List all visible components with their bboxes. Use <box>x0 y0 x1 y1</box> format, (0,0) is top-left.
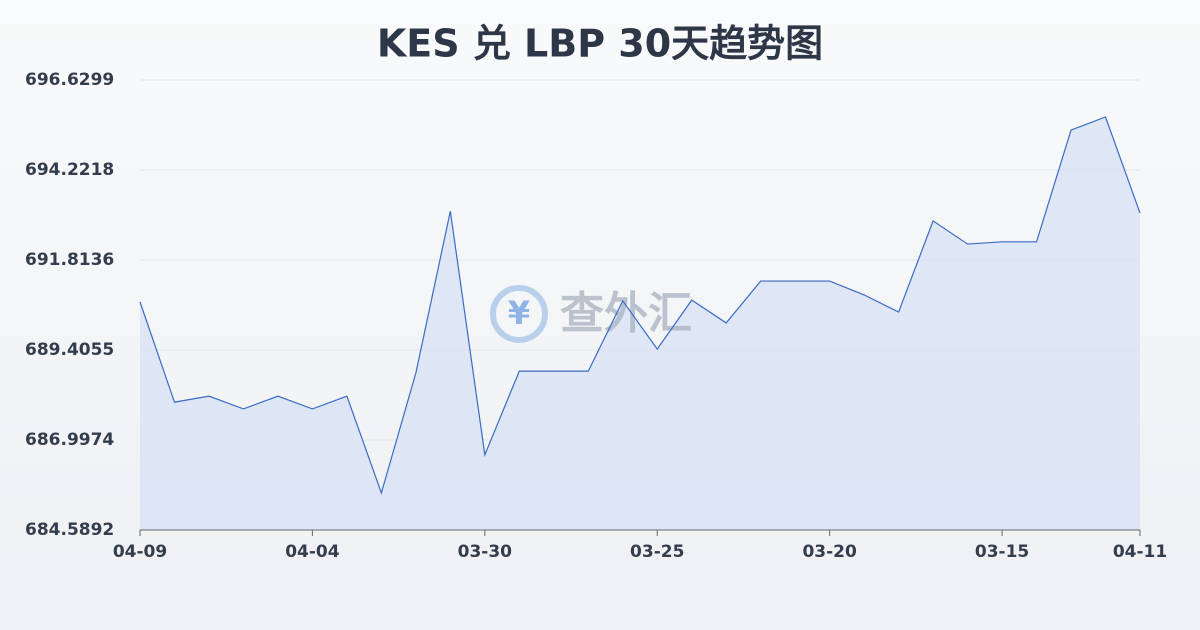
y-tick-label: 689.4055 <box>25 340 114 360</box>
watermark: ¥ 查外汇 <box>490 285 692 343</box>
y-tick-label: 694.2218 <box>25 160 114 180</box>
y-tick-label: 691.8136 <box>25 250 114 270</box>
x-tick-label: 03-20 <box>802 542 857 562</box>
watermark-icon: ¥ <box>508 294 530 332</box>
watermark-text: 查外汇 <box>560 288 692 339</box>
area <box>140 116 1140 530</box>
y-tick-label: 684.5892 <box>25 520 114 540</box>
x-tick-label: 04-09 <box>113 542 167 562</box>
y-tick-label: 686.9974 <box>25 430 114 450</box>
y-tick-label: 696.6299 <box>25 70 114 90</box>
watermark-ring <box>490 285 548 343</box>
chart-title: KES 兑 LBP 30天趋势图 <box>377 22 823 66</box>
x-tick-label: 03-15 <box>975 542 1029 562</box>
x-tick-label: 03-25 <box>630 542 684 562</box>
x-tick-label: 04-11 <box>1113 542 1167 562</box>
x-tick-label: 04-04 <box>285 542 340 562</box>
x-tick-label: 03-30 <box>458 542 513 562</box>
line <box>139 116 1141 495</box>
